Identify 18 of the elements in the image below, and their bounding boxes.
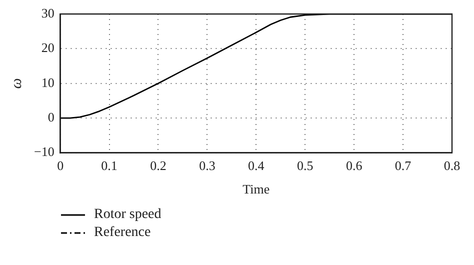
y-tick-label: 30 bbox=[41, 5, 54, 20]
x-tick-label: 0.7 bbox=[394, 158, 412, 174]
y-tick-label: 0 bbox=[48, 110, 54, 125]
legend-label: Reference bbox=[94, 225, 151, 241]
x-axis-title: Time bbox=[242, 182, 270, 197]
x-tick-label: 0.2 bbox=[150, 158, 166, 174]
x-tick-label: 0.3 bbox=[199, 158, 216, 174]
y-tick-label: −10 bbox=[34, 144, 54, 160]
y-axis-title: ω bbox=[8, 78, 25, 89]
y-tick-label: 20 bbox=[41, 40, 54, 56]
legend-label: Rotor speed bbox=[94, 207, 162, 223]
x-tick-label: 0.8 bbox=[444, 158, 460, 174]
y-tick-label: 10 bbox=[41, 74, 54, 90]
x-tick-label: 0.4 bbox=[248, 158, 265, 174]
x-tick-label: 0 bbox=[57, 158, 64, 174]
x-tick-label: 0.1 bbox=[101, 158, 118, 174]
x-tick-label: 0.5 bbox=[297, 158, 314, 174]
x-tick-label: 0.6 bbox=[346, 158, 363, 174]
